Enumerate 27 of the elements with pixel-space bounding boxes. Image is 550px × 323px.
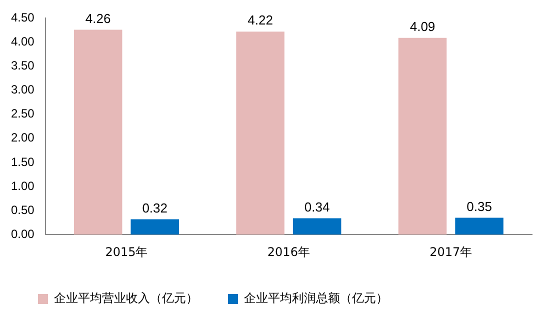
y-tick-label: 3.00 (10, 82, 35, 97)
y-tick-label: 0.50 (10, 202, 35, 217)
bar (455, 218, 504, 235)
data-label: 4.26 (85, 10, 111, 26)
bar (236, 32, 284, 235)
y-tick-label: 0.00 (10, 226, 35, 241)
bar (74, 30, 122, 235)
bar (292, 218, 342, 235)
x-tick-label: 2016年 (267, 244, 310, 259)
y-tick-label: 3.50 (10, 58, 35, 73)
legend-label: 企业平均利润总额（亿元） (244, 291, 388, 306)
x-tick-label: 2017年 (430, 244, 472, 259)
data-label: 0.35 (466, 198, 492, 214)
data-label: 0.32 (142, 200, 168, 216)
y-tick-label: 2.00 (10, 130, 35, 145)
data-label: 4.22 (248, 12, 273, 28)
legend-label: 企业平均营业收入（亿元） (54, 291, 198, 306)
y-tick-label: 4.50 (10, 10, 35, 25)
y-tick-label: 4.00 (10, 34, 35, 49)
y-tick-label: 1.00 (10, 178, 35, 193)
bar (130, 219, 179, 235)
data-label: 0.34 (304, 199, 330, 214)
y-tick-label: 1.50 (10, 154, 35, 169)
data-label: 4.09 (410, 18, 436, 34)
bar (398, 38, 447, 235)
y-tick-label: 2.50 (10, 106, 35, 121)
x-tick-label: 2015年 (105, 244, 148, 259)
